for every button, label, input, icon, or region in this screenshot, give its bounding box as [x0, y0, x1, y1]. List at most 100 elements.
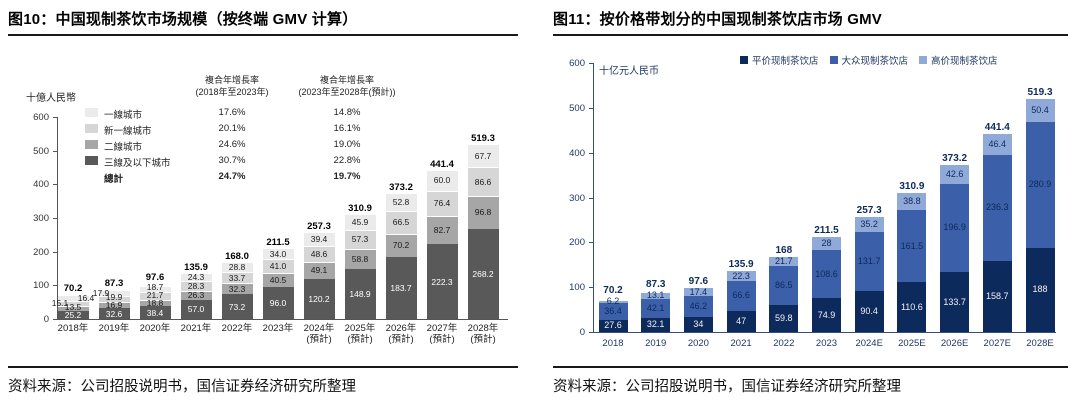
cagr-value-2023-2028: 22.8% — [333, 155, 361, 166]
y-axis-tick — [53, 218, 57, 219]
bar-segment — [57, 300, 89, 306]
segment-value-label: 34 — [693, 318, 704, 329]
cagr-header-line: (2023年至2028年(預計)) — [298, 87, 396, 97]
legend-swatch — [740, 56, 748, 64]
fig11-title-rule — [553, 34, 1068, 36]
legend-label: 三線及以下城市 — [104, 158, 171, 169]
bar-segment — [385, 257, 417, 319]
panel-fig10: 图10：中国现制茶饮市场规模（按终端 GMV 计算） 十億人民幣 0 100 200… — [8, 8, 518, 395]
segment-value-label: 280.9 — [1028, 179, 1052, 190]
x-axis-label-line1: 2022年 — [221, 323, 253, 334]
bar-segment — [98, 308, 130, 319]
segment-value-label: 6.2 — [606, 296, 620, 307]
segment-value-label: 82.7 — [433, 225, 451, 236]
bar-total-label: 168.0 — [225, 251, 249, 263]
legend-label: 新一線城市 — [104, 126, 152, 137]
segment-value-label: 41.0 — [269, 261, 287, 272]
cagr-value-2023-2028: 16.1% — [333, 123, 361, 134]
segment-value-label: 13.5 — [64, 301, 82, 312]
bar-segment — [262, 259, 294, 274]
x-axis-label-line2: (預計) — [429, 334, 455, 345]
fig11-label: 图11： — [553, 11, 600, 28]
bar-total-label: 519.3 — [471, 133, 495, 145]
x-axis-label-line1: 2024年 — [303, 323, 335, 334]
y-axis-tick-label: 400 — [569, 147, 585, 159]
bar-total-label: 168 — [775, 244, 793, 256]
segment-value-label: 57.3 — [351, 234, 369, 245]
bar-segment — [982, 154, 1012, 261]
segment-value-label: 32.6 — [105, 308, 123, 319]
x-axis-label: 2025E — [884, 338, 940, 349]
bar-segment — [812, 298, 841, 332]
y-axis-tick — [589, 287, 593, 289]
y-axis-tick — [53, 285, 57, 287]
segment-value-label: 24.3 — [187, 272, 205, 283]
y-axis-line — [57, 117, 58, 319]
bar-segment — [641, 298, 671, 318]
cagr-header-line: 複合年增長率 — [204, 75, 259, 85]
x-axis-label: 2019 — [628, 338, 684, 349]
bar-total-label: 373.2 — [389, 182, 413, 194]
segment-value-label: 42.6 — [945, 168, 964, 179]
segment-value-label: 38.4 — [146, 307, 164, 318]
x-axis-label-line1: 2020 — [687, 338, 709, 349]
segment-value-label: 188 — [1032, 284, 1048, 295]
segment-value-label: 22.3 — [732, 270, 750, 281]
x-axis-label-line1: 2018 — [602, 338, 624, 349]
cagr-header-line: (2018年至2023年) — [195, 87, 269, 97]
x-axis-label: 2022 — [756, 338, 812, 349]
bar-segment — [98, 302, 130, 309]
bar-segment — [426, 190, 458, 217]
cagr-header-line: 複合年增長率 — [319, 75, 374, 85]
y-axis-tick — [589, 242, 593, 244]
fig10-source: 资料来源：公司招股说明书，国信证券经济研究所整理 — [8, 379, 356, 395]
x-axis-label: 2024年 (預計) — [291, 323, 347, 345]
segment-value-label: 32.1 — [646, 319, 665, 330]
segment-value-label: 21.7 — [775, 256, 793, 267]
cagr-column-header: 複合年增長率 (2023年至2028年(預計)) — [257, 74, 437, 98]
segment-value-label: 268.2 — [472, 268, 494, 279]
y-axis-tick-label: 500 — [569, 102, 585, 114]
bar-segment — [769, 266, 799, 306]
bar-segment — [769, 305, 799, 332]
bar-total-label: 70.2 — [63, 283, 83, 295]
cagr-column-header: 複合年增長率 (2018年至2023年) — [142, 74, 322, 98]
x-axis-label-line2: (預計) — [470, 334, 496, 345]
x-axis-label-line1: 2022 — [773, 338, 795, 349]
bar-segment — [221, 294, 253, 319]
bar-total-label: 211.5 — [266, 236, 290, 248]
fig11-legend: 平价现制茶饮店 大众现制茶饮店 高价现制茶饮店 — [740, 53, 998, 67]
fig11-plot-area: 0 100 200 300 400 500 600 27.6 36.4 6.2 70.2 2018 32… — [540, 0, 1080, 405]
bar-segment — [221, 283, 253, 295]
segment-value-label: 18.7 — [146, 281, 164, 292]
segment-value-label: 120.2 — [308, 293, 330, 304]
legend-label: 二線城市 — [104, 142, 143, 153]
legend-label: 大众现制茶饮店 — [841, 56, 909, 67]
bar-segment — [940, 272, 970, 332]
segment-value-label: 40.5 — [269, 274, 287, 285]
bar-total-label: 135.9 — [184, 262, 208, 274]
fig10-title: 图10：中国现制茶饮市场规模（按终端 GMV 计算） — [8, 8, 357, 29]
x-axis-label: 2028年 (預計) — [455, 323, 511, 345]
cagr-value-2018-2023: 24.7% — [218, 171, 246, 182]
bar-segment — [598, 303, 628, 320]
segment-value-label: 96.0 — [269, 297, 287, 308]
segment-value-label: 36.4 — [604, 305, 622, 316]
bar-segment — [344, 214, 376, 230]
bar-segment — [385, 193, 417, 212]
x-axis-label-line1: 2028E — [1026, 338, 1054, 349]
bar-segment — [385, 211, 417, 234]
x-axis-label: 2018年 — [45, 323, 101, 334]
segment-value-label: 67.7 — [474, 150, 492, 161]
bar-segment — [344, 229, 376, 250]
legend-label: 高价现制茶饮店 — [931, 56, 998, 67]
bar-segment — [57, 310, 89, 319]
segment-value-label: 66.5 — [392, 217, 410, 228]
bar-segment — [303, 245, 335, 262]
bar-segment — [139, 286, 171, 293]
y-axis-tick-label: 100 — [569, 282, 585, 294]
x-axis-label-line1: 2020年 — [139, 323, 171, 334]
bar-segment — [426, 216, 458, 245]
bar-segment — [180, 273, 212, 282]
bar-segment — [897, 210, 927, 283]
